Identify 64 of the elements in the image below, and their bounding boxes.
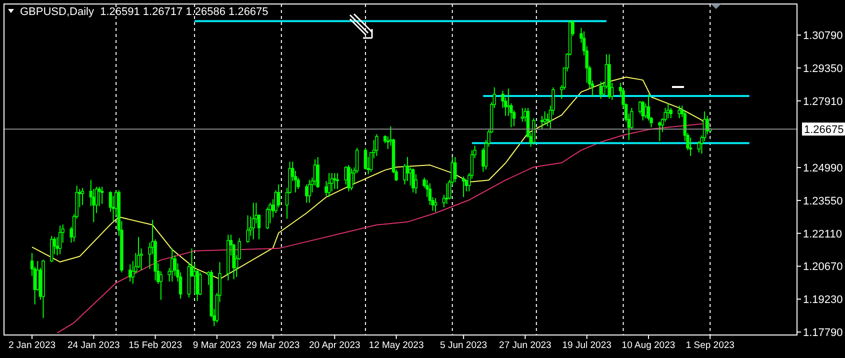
- x-tick-label: 24 Jan 2023: [68, 340, 120, 351]
- x-tick-label: 1 Sep 2023: [686, 340, 734, 351]
- y-tick-label: 1.20670: [803, 261, 843, 274]
- y-tick-label: 1.30790: [803, 30, 843, 42]
- ref-line-label: 1.26675: [804, 124, 844, 136]
- candlestick: [333, 172, 336, 190]
- candlestick: [546, 113, 550, 127]
- candlestick: [644, 102, 648, 119]
- candlestick: [159, 270, 163, 300]
- y-tick-label: 1.23550: [803, 195, 843, 208]
- candlestick: [80, 187, 84, 206]
- candlestick: [658, 121, 662, 142]
- x-tick-label: 12 May 2023: [368, 340, 424, 351]
- y-tick-label: 1.19230: [803, 294, 843, 306]
- candlestick: [308, 179, 312, 204]
- candlestick: [316, 156, 320, 188]
- candlestick: [128, 264, 132, 282]
- candlestick: [482, 147, 485, 172]
- x-tick-label: 15 Feb 2023: [128, 340, 182, 351]
- x-tick-label: 10 Aug 2023: [622, 340, 676, 351]
- candlestick: [98, 186, 101, 207]
- candlestick: [170, 248, 174, 282]
- candlestick: [540, 115, 544, 130]
- y-tick-label: 1.17790: [803, 327, 843, 340]
- candlestick: [246, 214, 250, 244]
- candlestick: [520, 107, 524, 122]
- candlestick: [543, 110, 546, 126]
- candlestick: [50, 235, 54, 263]
- candlestick: [327, 172, 331, 198]
- x-tick-label: 2 Jan 2023: [8, 340, 56, 351]
- y-tick-label: 1.22110: [803, 228, 842, 240]
- candlestick: [445, 182, 448, 204]
- candlestick: [454, 156, 457, 183]
- candlestick: [532, 118, 536, 145]
- candlestick: [324, 180, 328, 196]
- y-tick-label: 1.27910: [803, 96, 843, 108]
- candlestick: [638, 100, 642, 114]
- x-tick-label: 27 Jun 2023: [499, 340, 552, 351]
- candlestick: [266, 206, 269, 230]
- x-tick-label: 20 Apr 2023: [309, 340, 360, 351]
- chart-title: GBPUSD,Daily 1.26591 1.26717 1.26586 1.26675: [20, 6, 268, 18]
- candlestick: [58, 225, 62, 255]
- x-tick-label: 29 Mar 2023: [246, 340, 300, 351]
- candlestick: [462, 176, 466, 198]
- x-tick-label: 5 Jun 2023: [440, 340, 488, 351]
- candlestick: [350, 168, 354, 191]
- candlestick: [252, 202, 255, 240]
- y-tick-label: 1.24990: [803, 162, 843, 175]
- candlestick: [678, 105, 681, 119]
- candlestick: [666, 102, 670, 119]
- candlestick: [336, 172, 340, 190]
- candlestick: [412, 168, 415, 193]
- candlestick: [100, 186, 104, 204]
- x-tick-label: 19 Jul 2023: [562, 340, 612, 351]
- candlestick: [364, 147, 368, 170]
- candlestick: [347, 164, 350, 192]
- y-tick-label: 1.29350: [803, 62, 843, 75]
- candlestick: [434, 198, 438, 212]
- candlestick: [688, 137, 692, 156]
- candlestick: [305, 184, 308, 204]
- candlestick: [375, 134, 378, 156]
- candlestick: [669, 107, 673, 119]
- candlestick: [706, 115, 709, 135]
- x-tick-label: 9 Mar 2023: [192, 340, 241, 351]
